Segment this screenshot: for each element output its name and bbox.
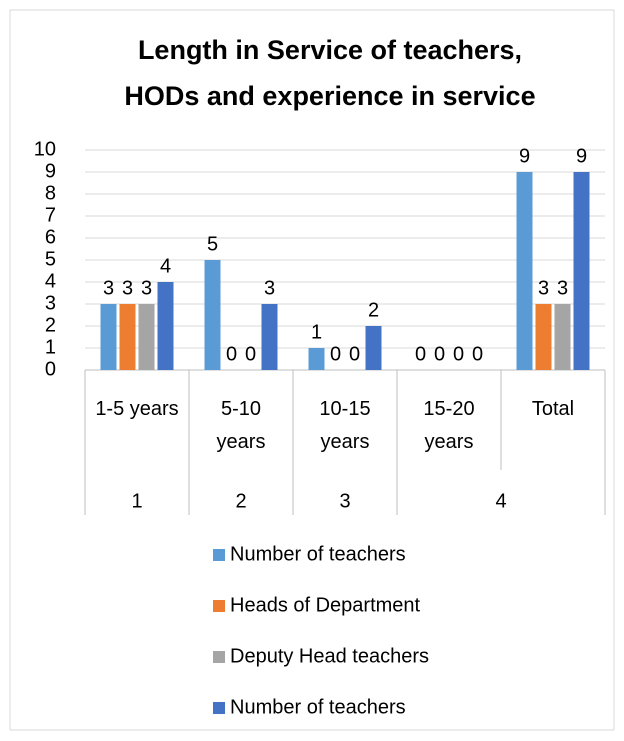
data-label: 3 xyxy=(264,277,275,299)
x-tick-label: 1-5 years xyxy=(95,398,179,420)
chart-title: Length in Service of teachers, xyxy=(138,35,522,65)
y-tick-label: 5 xyxy=(45,248,56,270)
data-label: 1 xyxy=(311,321,322,343)
data-label: 0 xyxy=(245,343,256,365)
data-label: 0 xyxy=(415,343,426,365)
data-label: 4 xyxy=(160,255,171,277)
y-tick-label: 8 xyxy=(45,182,56,204)
data-label: 3 xyxy=(557,277,568,299)
x-tick-label: 10-15 years xyxy=(319,398,371,453)
legend-swatch xyxy=(213,651,225,663)
x-tick-label: 5-10 years xyxy=(216,398,266,453)
data-label: 0 xyxy=(330,343,341,365)
data-label: 9 xyxy=(519,145,530,167)
legend-label: Heads of Department xyxy=(230,594,421,616)
bar xyxy=(535,304,552,370)
bar xyxy=(554,304,571,370)
data-label: 0 xyxy=(472,343,483,365)
bar xyxy=(100,304,117,370)
group-label: 1 xyxy=(131,490,142,512)
data-label: 0 xyxy=(453,343,464,365)
bar xyxy=(261,304,278,370)
bar xyxy=(138,304,155,370)
chart-title: HODs and experience in service xyxy=(124,81,535,111)
bar xyxy=(119,304,136,370)
legend-label: Number of teachers xyxy=(230,696,406,718)
group-label: 2 xyxy=(235,490,246,512)
legend-label: Deputy Head teachers xyxy=(230,645,429,667)
data-label: 0 xyxy=(434,343,445,365)
bar xyxy=(204,260,221,370)
y-tick-label: 10 xyxy=(34,138,56,160)
bar xyxy=(365,326,382,370)
y-tick-label: 1 xyxy=(45,336,56,358)
group-label: 3 xyxy=(339,490,350,512)
data-label: 0 xyxy=(226,343,237,365)
data-label: 2 xyxy=(368,299,379,321)
y-tick-label: 4 xyxy=(45,270,56,292)
data-label: 3 xyxy=(103,277,114,299)
bar xyxy=(157,282,174,370)
legend-swatch xyxy=(213,600,225,612)
bar xyxy=(573,172,590,370)
data-label: 3 xyxy=(141,277,152,299)
data-label: 9 xyxy=(576,145,587,167)
legend-swatch xyxy=(213,549,225,561)
group-label: 4 xyxy=(495,490,506,512)
y-tick-label: 0 xyxy=(45,358,56,380)
y-tick-label: 9 xyxy=(45,160,56,182)
y-tick-label: 7 xyxy=(45,204,56,226)
y-tick-label: 3 xyxy=(45,292,56,314)
legend-label: Number of teachers xyxy=(230,543,406,565)
y-tick-label: 6 xyxy=(45,226,56,248)
y-tick-label: 2 xyxy=(45,314,56,336)
data-label: 0 xyxy=(349,343,360,365)
data-label: 3 xyxy=(538,277,549,299)
x-tick-label: 15-20 years xyxy=(423,398,475,453)
x-tick-label: Total xyxy=(531,398,575,420)
data-label: 5 xyxy=(207,233,218,255)
bar xyxy=(516,172,533,370)
data-label: 3 xyxy=(122,277,133,299)
legend-swatch xyxy=(213,702,225,714)
bar xyxy=(308,348,325,370)
